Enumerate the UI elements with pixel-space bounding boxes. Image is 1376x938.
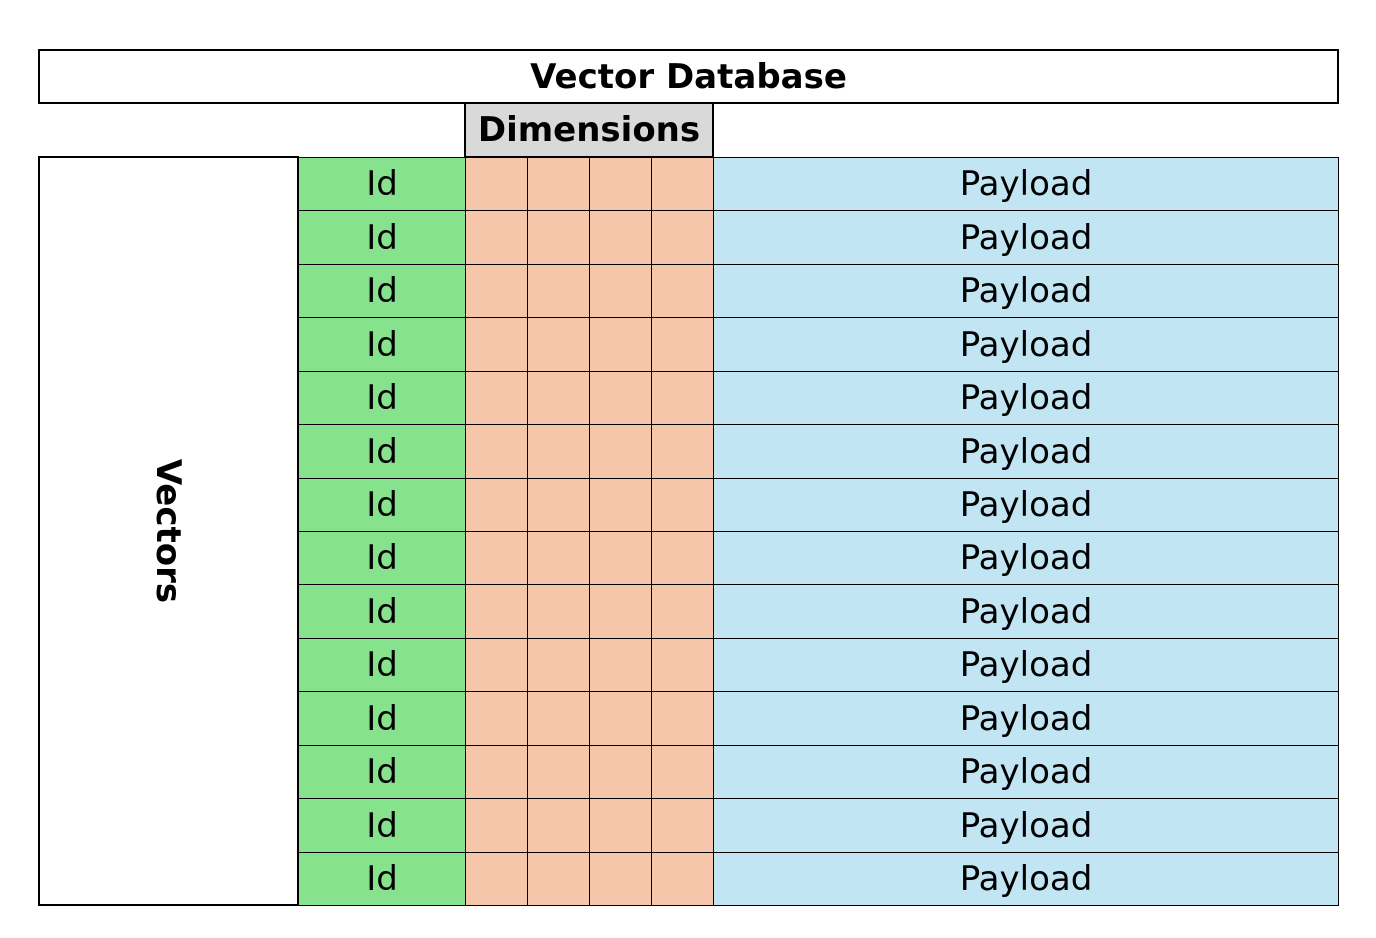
dimension-cell	[589, 264, 652, 318]
dimension-cell	[465, 210, 528, 265]
id-cell: Id	[298, 424, 466, 479]
payload-cell: Payload	[713, 638, 1339, 692]
dimension-cell	[527, 210, 590, 265]
diagram-title: Vector Database	[38, 49, 1339, 104]
dimension-cell	[651, 210, 714, 265]
id-cell: Id	[298, 691, 466, 746]
dimension-cell	[651, 317, 714, 372]
dimension-cell	[589, 584, 652, 639]
id-cell: Id	[298, 317, 466, 372]
dimension-cell	[651, 638, 714, 692]
dimension-cell	[651, 371, 714, 425]
dimension-cell	[651, 584, 714, 639]
id-cell: Id	[298, 798, 466, 853]
dimension-cell	[527, 852, 590, 906]
dimension-cell	[651, 478, 714, 532]
dimension-cell	[651, 157, 714, 211]
id-cell: Id	[298, 638, 466, 692]
payload-cell: Payload	[713, 584, 1339, 639]
dimension-cell	[527, 264, 590, 318]
dimension-cell	[527, 317, 590, 372]
dimension-cell	[527, 531, 590, 585]
dimension-cell	[651, 852, 714, 906]
id-cell: Id	[298, 371, 466, 425]
id-cell: Id	[298, 478, 466, 532]
dimension-cell	[589, 638, 652, 692]
dimension-cell	[465, 798, 528, 853]
dimension-cell	[589, 210, 652, 265]
dimension-cell	[651, 424, 714, 479]
id-cell: Id	[298, 264, 466, 318]
dimension-cell	[527, 745, 590, 799]
payload-cell: Payload	[713, 478, 1339, 532]
dimension-cell	[589, 691, 652, 746]
id-cell: Id	[298, 852, 466, 906]
dimension-cell	[527, 478, 590, 532]
dimension-cell	[465, 264, 528, 318]
id-cell: Id	[298, 210, 466, 265]
payload-cell: Payload	[713, 691, 1339, 746]
id-cell: Id	[298, 584, 466, 639]
dimension-cell	[651, 531, 714, 585]
payload-cell: Payload	[713, 531, 1339, 585]
dimension-cell	[465, 691, 528, 746]
id-cell: Id	[298, 157, 466, 211]
dimension-cell	[589, 478, 652, 532]
dimension-cell	[589, 852, 652, 906]
dimension-cell	[527, 424, 590, 479]
dimension-cell	[465, 157, 528, 211]
dimension-cell	[527, 691, 590, 746]
vectors-label: Vectors	[148, 458, 189, 604]
dimension-cell	[589, 745, 652, 799]
payload-cell: Payload	[713, 424, 1339, 479]
dimension-cell	[527, 798, 590, 853]
dimension-cell	[589, 157, 652, 211]
payload-cell: Payload	[713, 798, 1339, 853]
id-cell: Id	[298, 745, 466, 799]
dimensions-header: Dimensions	[464, 102, 714, 158]
dimension-cell	[465, 478, 528, 532]
dimension-cell	[465, 852, 528, 906]
dimension-cell	[465, 584, 528, 639]
dimension-cell	[527, 371, 590, 425]
id-cell: Id	[298, 531, 466, 585]
dimension-cell	[589, 317, 652, 372]
payload-cell: Payload	[713, 264, 1339, 318]
dimension-cell	[465, 745, 528, 799]
dimension-cell	[527, 584, 590, 639]
payload-cell: Payload	[713, 157, 1339, 211]
payload-cell: Payload	[713, 852, 1339, 906]
dimension-cell	[589, 371, 652, 425]
dimension-cell	[465, 424, 528, 479]
payload-cell: Payload	[713, 371, 1339, 425]
dimension-cell	[651, 798, 714, 853]
payload-cell: Payload	[713, 745, 1339, 799]
dimension-cell	[651, 264, 714, 318]
dimension-cell	[465, 531, 528, 585]
dimension-cell	[589, 531, 652, 585]
dimension-cell	[527, 157, 590, 211]
dimension-cell	[589, 798, 652, 853]
dimension-cell	[527, 638, 590, 692]
dimension-cell	[465, 638, 528, 692]
payload-cell: Payload	[713, 317, 1339, 372]
dimension-cell	[651, 691, 714, 746]
payload-cell: Payload	[713, 210, 1339, 265]
dimension-cell	[651, 745, 714, 799]
dimension-cell	[589, 424, 652, 479]
dimension-cell	[465, 371, 528, 425]
vectors-column: Vectors	[38, 156, 299, 906]
dimension-cell	[465, 317, 528, 372]
